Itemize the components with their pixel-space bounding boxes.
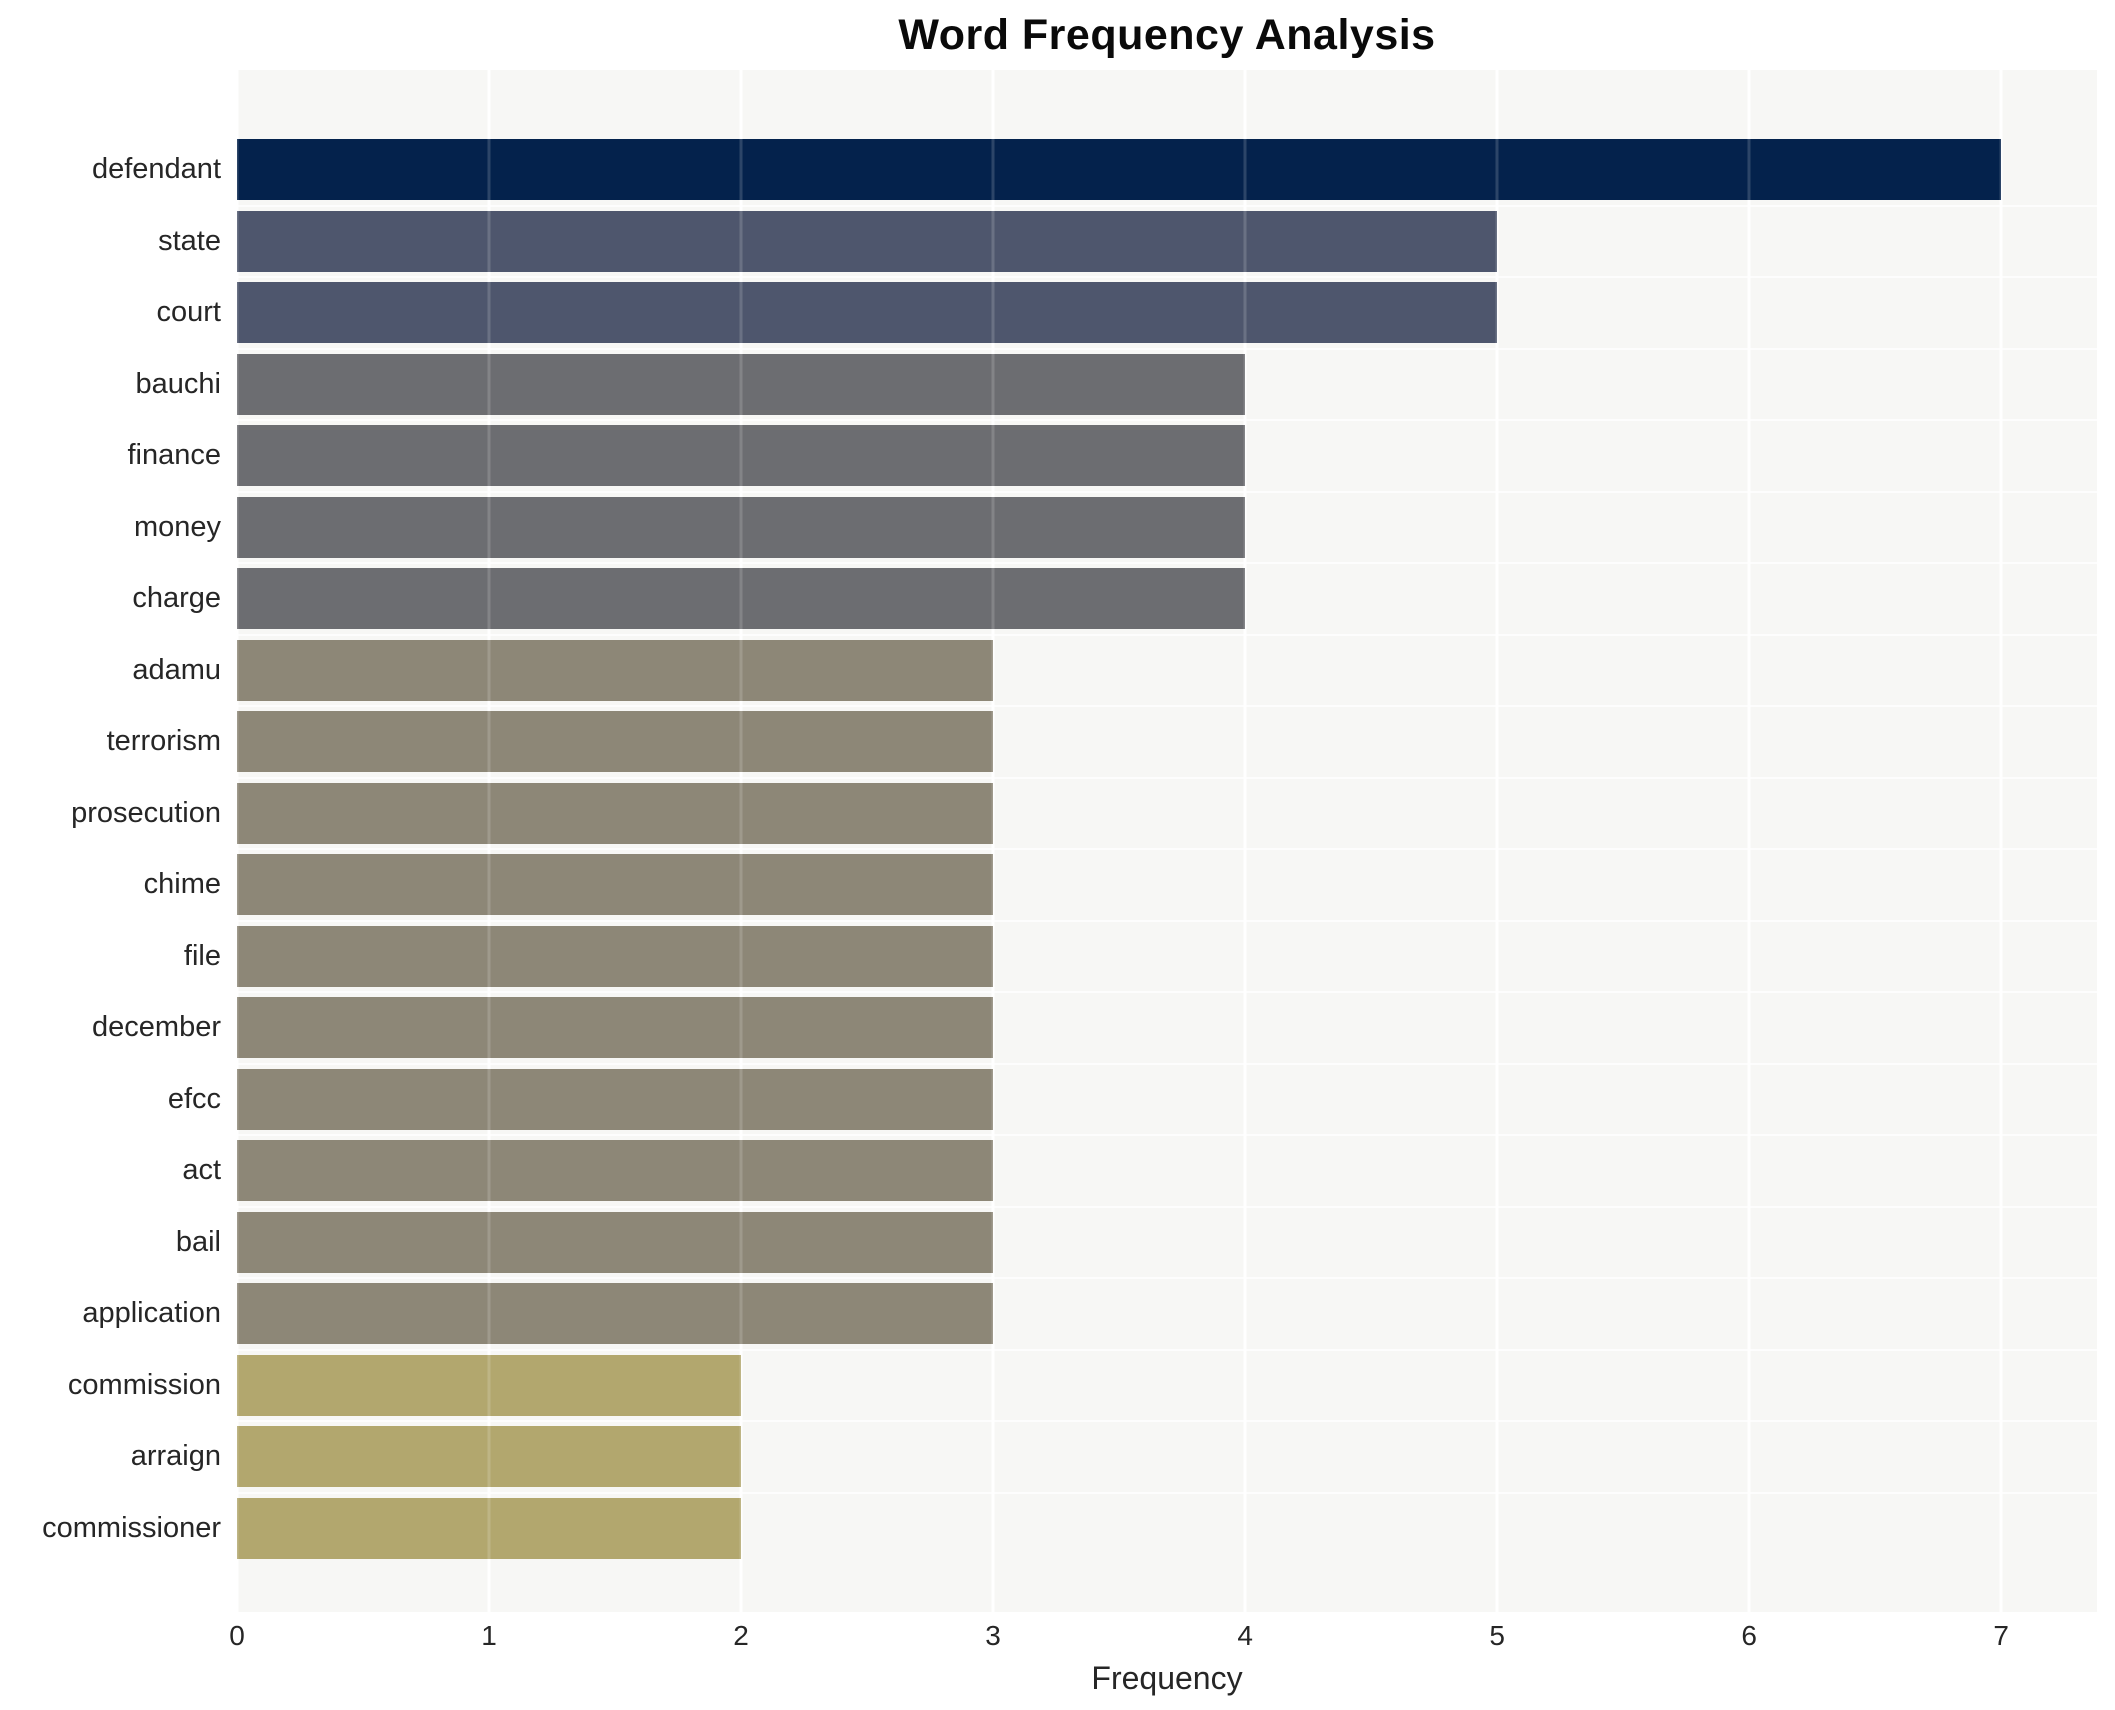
category-label: commissioner bbox=[42, 1511, 221, 1544]
frequency-bar bbox=[237, 1068, 994, 1130]
bar-row: charge bbox=[132, 562, 2097, 635]
frequency-bar bbox=[237, 139, 2002, 201]
bar-row: finance bbox=[127, 419, 2097, 492]
frequency-bar bbox=[237, 854, 994, 916]
frequency-bar bbox=[237, 353, 1246, 415]
x-tick-label: 0 bbox=[229, 1620, 245, 1651]
bar-row: efcc bbox=[168, 1062, 2097, 1136]
x-tick-label: 1 bbox=[481, 1620, 497, 1651]
frequency-bar bbox=[237, 925, 994, 987]
plot-panel: defendant state court bauchi finance money cha… bbox=[42, 70, 2097, 1612]
category-label: bauchi bbox=[135, 367, 221, 400]
category-label: chime bbox=[143, 868, 221, 901]
frequency-bar bbox=[237, 425, 1246, 487]
x-tick-label: 3 bbox=[985, 1620, 1001, 1651]
category-label: bail bbox=[175, 1225, 221, 1258]
category-label: adamu bbox=[132, 653, 221, 686]
x-tick-label: 2 bbox=[733, 1620, 749, 1651]
category-label: prosecution bbox=[71, 796, 221, 829]
category-label: commission bbox=[67, 1368, 221, 1401]
bar-row: december bbox=[92, 991, 2097, 1064]
bar-row: prosecution bbox=[71, 776, 2097, 850]
category-label: act bbox=[182, 1154, 221, 1187]
bar-row: commission bbox=[68, 1348, 2097, 1422]
x-tick-label: 7 bbox=[1993, 1620, 2010, 1651]
frequency-bar bbox=[237, 1354, 742, 1416]
bar-row: bauchi bbox=[136, 347, 2097, 421]
frequency-bar bbox=[237, 639, 994, 701]
bar-row: adamu bbox=[132, 633, 2097, 707]
category-label: money bbox=[133, 510, 221, 543]
frequency-bar bbox=[237, 210, 1498, 272]
bar-row: bail bbox=[176, 1205, 2097, 1279]
frequency-bar bbox=[237, 997, 994, 1059]
bar-row: file bbox=[184, 919, 2097, 993]
bar-rows: defendant state court bauchi finance money cha… bbox=[42, 70, 2097, 1612]
frequency-bar bbox=[237, 1211, 994, 1273]
category-label: application bbox=[82, 1297, 221, 1330]
frequency-bar bbox=[237, 1426, 742, 1488]
bar-row: chime bbox=[144, 848, 2097, 921]
category-label: file bbox=[183, 939, 221, 972]
category-label: court bbox=[156, 296, 221, 329]
bar-row: act bbox=[182, 1134, 2097, 1207]
x-tick-label: 5 bbox=[1489, 1620, 1505, 1651]
frequency-bar bbox=[237, 782, 994, 844]
bar-row: defendant bbox=[92, 134, 2097, 206]
chart-title: Word Frequency Analysis bbox=[898, 10, 1436, 59]
frequency-bar bbox=[237, 496, 1246, 558]
category-label: arraign bbox=[130, 1440, 221, 1473]
category-label: efcc bbox=[167, 1082, 221, 1115]
x-tick-label: 6 bbox=[1741, 1620, 1757, 1651]
bar-row: arraign bbox=[131, 1420, 2097, 1493]
bar-row: money bbox=[134, 490, 2097, 564]
category-label: december bbox=[92, 1011, 221, 1044]
x-axis-ticks: 0 1 2 3 4 5 6 7 bbox=[229, 1612, 2097, 1656]
category-label: charge bbox=[132, 582, 221, 615]
frequency-bar bbox=[237, 1497, 742, 1559]
bar-row: terrorism bbox=[107, 705, 2097, 778]
frequency-bar bbox=[237, 1283, 994, 1345]
frequency-bar bbox=[237, 568, 1246, 630]
category-label: terrorism bbox=[106, 725, 221, 758]
x-tick-label: 4 bbox=[1237, 1620, 1253, 1651]
x-axis-label: Frequency bbox=[1091, 1660, 1243, 1696]
category-label: defendant bbox=[91, 153, 221, 186]
frequency-bar bbox=[237, 1140, 994, 1202]
bar-row: commissioner bbox=[42, 1491, 2097, 1565]
bar-row: state bbox=[158, 204, 2097, 278]
category-label: state bbox=[158, 224, 221, 257]
frequency-bar bbox=[237, 711, 994, 773]
category-label: finance bbox=[127, 439, 221, 472]
bar-row: court bbox=[157, 276, 2097, 349]
frequency-bar bbox=[237, 282, 1498, 344]
bar-row: application bbox=[82, 1277, 2097, 1350]
